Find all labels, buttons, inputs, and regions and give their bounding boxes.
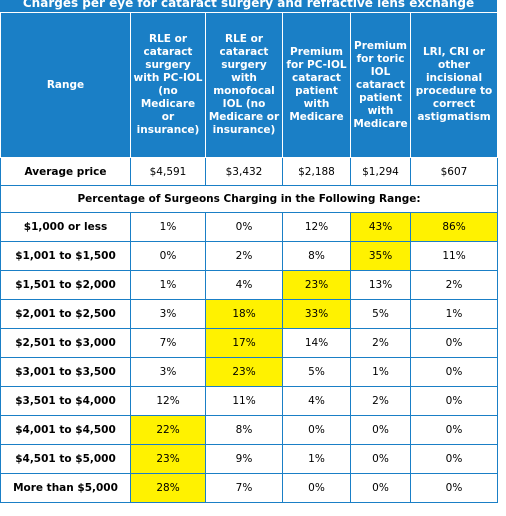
data-row: $1,000 or less 1% 0% 12% 43% 86% <box>0 212 498 242</box>
column-header: Range <box>0 12 131 158</box>
percent-cell: 0% <box>410 386 498 416</box>
data-row: $4,001 to $4,500 22% 8% 0% 0% 0% <box>0 415 498 445</box>
average-cell: $2,188 <box>282 157 351 186</box>
percent-cell: 23% <box>130 444 206 474</box>
data-row: $1,001 to $1,500 0% 2% 8% 35% 11% <box>0 241 498 271</box>
range-label: $2,001 to $2,500 <box>0 299 131 329</box>
percent-cell: 1% <box>350 357 411 387</box>
range-label: $2,501 to $3,000 <box>0 328 131 358</box>
percent-cell: 5% <box>282 357 351 387</box>
percent-cell: 4% <box>205 270 283 300</box>
column-header: Premium for toric IOL cataract patient w… <box>350 12 411 158</box>
range-label: $4,501 to $5,000 <box>0 444 131 474</box>
header-row: Range RLE or cataract surgery with PC-IOL… <box>0 12 498 158</box>
percent-cell: 86% <box>410 212 498 242</box>
percent-cell: 28% <box>130 473 206 503</box>
average-cell: $4,591 <box>130 157 206 186</box>
section-row: Percentage of Surgeons Charging in the F… <box>0 185 498 213</box>
range-label: $1,000 or less <box>0 212 131 242</box>
column-header: RLE or cataract surgery with monofocal I… <box>205 12 283 158</box>
average-cell: $607 <box>410 157 498 186</box>
percent-cell: 9% <box>205 444 283 474</box>
percent-cell: 13% <box>350 270 411 300</box>
data-row: $1,501 to $2,000 1% 4% 23% 13% 2% <box>0 270 498 300</box>
data-row: $2,001 to $2,500 3% 18% 33% 5% 1% <box>0 299 498 329</box>
percent-cell: 8% <box>205 415 283 445</box>
percent-cell: 0% <box>350 444 411 474</box>
percent-cell: 3% <box>130 357 206 387</box>
range-label: $1,501 to $2,000 <box>0 270 131 300</box>
percent-cell: 0% <box>205 212 283 242</box>
percent-cell: 1% <box>130 270 206 300</box>
percent-cell: 0% <box>282 473 351 503</box>
percent-cell: 1% <box>130 212 206 242</box>
percent-cell: 4% <box>282 386 351 416</box>
section-label: Percentage of Surgeons Charging in the F… <box>0 185 498 213</box>
percent-cell: 22% <box>130 415 206 445</box>
percent-cell: 0% <box>282 415 351 445</box>
table-body: Average price $4,591 $3,432 $2,188 $1,294 $60… <box>0 157 498 503</box>
percent-cell: 7% <box>205 473 283 503</box>
percent-cell: 11% <box>205 386 283 416</box>
column-header: RLE or cataract surgery with PC-IOL (no … <box>130 12 206 158</box>
percent-cell: 23% <box>205 357 283 387</box>
percent-cell: 12% <box>282 212 351 242</box>
percent-cell: 11% <box>410 241 498 271</box>
data-row: $2,501 to $3,000 7% 17% 14% 2% 0% <box>0 328 498 358</box>
data-row: More than $5,000 28% 7% 0% 0% 0% <box>0 473 498 503</box>
percent-cell: 0% <box>350 473 411 503</box>
percent-cell: 0% <box>410 328 498 358</box>
percent-cell: 2% <box>205 241 283 271</box>
price-table: Range RLE or cataract surgery with PC-IOL… <box>0 12 498 503</box>
data-row: $4,501 to $5,000 23% 9% 1% 0% 0% <box>0 444 498 474</box>
percent-cell: 5% <box>350 299 411 329</box>
percent-cell: 33% <box>282 299 351 329</box>
percent-cell: 8% <box>282 241 351 271</box>
percent-cell: 3% <box>130 299 206 329</box>
percent-cell: 2% <box>350 328 411 358</box>
percent-cell: 2% <box>350 386 411 416</box>
percent-cell: 43% <box>350 212 411 242</box>
average-cell: $1,294 <box>350 157 411 186</box>
range-label: $1,001 to $1,500 <box>0 241 131 271</box>
percent-cell: 1% <box>282 444 351 474</box>
column-header: Premium for PC-IOL cataract patient with… <box>282 12 351 158</box>
percent-cell: 1% <box>410 299 498 329</box>
percent-cell: 12% <box>130 386 206 416</box>
average-row: Average price $4,591 $3,432 $2,188 $1,294 $60… <box>0 157 498 186</box>
percent-cell: 7% <box>130 328 206 358</box>
percent-cell: 0% <box>410 357 498 387</box>
average-cell: Average price <box>0 157 131 186</box>
percent-cell: 0% <box>350 415 411 445</box>
table-title: Charges per eye for cataract surgery and… <box>0 0 497 12</box>
range-label: $3,001 to $3,500 <box>0 357 131 387</box>
data-row: $3,501 to $4,000 12% 11% 4% 2% 0% <box>0 386 498 416</box>
range-label: $3,501 to $4,000 <box>0 386 131 416</box>
percent-cell: 0% <box>410 473 498 503</box>
average-cell: $3,432 <box>205 157 283 186</box>
data-row: $3,001 to $3,500 3% 23% 5% 1% 0% <box>0 357 498 387</box>
percent-cell: 18% <box>205 299 283 329</box>
percent-cell: 0% <box>410 444 498 474</box>
percent-cell: 0% <box>410 415 498 445</box>
percent-cell: 23% <box>282 270 351 300</box>
range-label: $4,001 to $4,500 <box>0 415 131 445</box>
percent-cell: 17% <box>205 328 283 358</box>
percent-cell: 35% <box>350 241 411 271</box>
percent-cell: 0% <box>130 241 206 271</box>
range-label: More than $5,000 <box>0 473 131 503</box>
percent-cell: 14% <box>282 328 351 358</box>
column-header: LRI, CRI or other incisional procedure t… <box>410 12 498 158</box>
percent-cell: 2% <box>410 270 498 300</box>
